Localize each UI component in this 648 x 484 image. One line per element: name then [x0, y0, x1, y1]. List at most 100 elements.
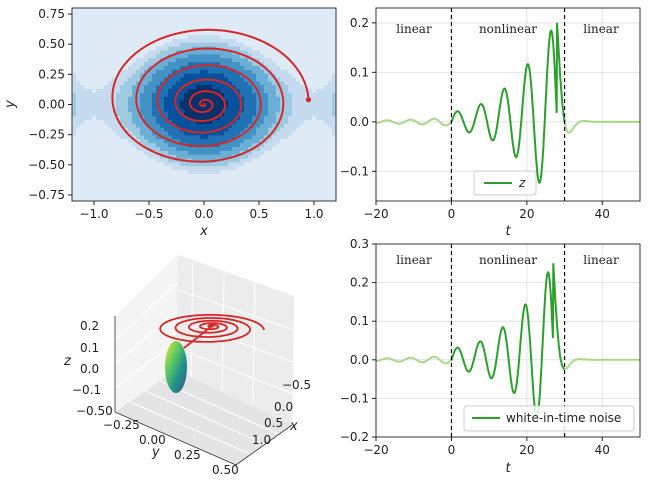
contour-cell	[316, 104, 321, 109]
contour-cell	[268, 92, 273, 98]
contour-cell	[176, 27, 181, 32]
contour-cell	[96, 104, 101, 109]
contour-cell	[176, 181, 181, 187]
contour-cell	[140, 73, 145, 79]
contour-cell	[100, 42, 105, 48]
contour-cell	[296, 8, 301, 13]
contour-cell	[92, 146, 97, 152]
contour-cell	[116, 35, 121, 40]
contour-cell	[212, 85, 217, 90]
contour-cell	[128, 166, 133, 171]
contour-cell	[112, 77, 117, 82]
contour-cell	[100, 23, 105, 28]
contour-cell	[188, 19, 193, 25]
contour-cell	[164, 81, 169, 86]
contour-cell	[220, 15, 225, 21]
contour-cell	[280, 197, 285, 201]
contour-cell	[248, 127, 253, 133]
contour-cell	[108, 189, 113, 194]
contour-cell	[104, 85, 109, 90]
contour-cell	[276, 85, 281, 90]
contour-cell	[240, 15, 245, 21]
contour-cell	[236, 65, 241, 71]
contour-cell	[224, 170, 229, 175]
contour-cell	[248, 92, 253, 98]
contour-cell	[88, 27, 93, 32]
contour-cell	[224, 69, 229, 75]
contour-cell	[144, 81, 149, 86]
contour-cell	[204, 85, 209, 90]
contour-cell	[92, 185, 97, 191]
contour-cell	[316, 116, 321, 121]
contour-cell	[296, 27, 301, 32]
contour-cell	[260, 170, 265, 175]
contour-cell	[144, 58, 149, 63]
contour-cell	[300, 154, 305, 160]
contour-cell	[212, 96, 217, 102]
contour-cell	[248, 116, 253, 121]
3d-ylabel: y	[151, 445, 160, 460]
contour-cell	[164, 131, 169, 136]
contour-cell	[192, 85, 197, 90]
contour-cell	[160, 139, 165, 144]
contour-cell	[76, 58, 81, 63]
contour-cell	[128, 15, 133, 21]
contour-cell	[240, 143, 245, 148]
contour-cell	[148, 96, 153, 102]
contour-cell	[104, 166, 109, 171]
contour-cell	[96, 189, 101, 194]
contour-cell	[144, 185, 149, 191]
contour-cell	[260, 197, 265, 201]
contour-cell	[312, 35, 317, 40]
contour-cell	[288, 92, 293, 98]
contour-cell	[200, 146, 205, 152]
contour-cell	[260, 35, 265, 40]
contour-cell	[116, 177, 121, 183]
contour-cell	[96, 19, 101, 25]
contour-cell	[112, 154, 117, 160]
contour-cell	[312, 8, 317, 13]
contour-cell	[216, 62, 221, 67]
contour-cell	[80, 54, 85, 59]
contour-cell	[116, 50, 121, 55]
contour-cell	[140, 8, 145, 13]
contour-cell	[272, 27, 277, 32]
contour-cell	[200, 112, 205, 117]
contour-cell	[124, 15, 129, 21]
contour-cell	[268, 146, 273, 152]
contour-cell	[252, 11, 257, 17]
contour-cell	[280, 42, 285, 48]
contour-cell	[268, 143, 273, 148]
contour-cell	[156, 19, 161, 25]
contour-cell	[268, 173, 273, 179]
contour-cell	[100, 127, 105, 133]
contour-cell	[120, 23, 125, 28]
contour-cell	[128, 150, 133, 156]
contour-cell	[324, 54, 329, 59]
contour-cell	[284, 77, 289, 82]
contour-cell	[228, 58, 233, 63]
contour-cell	[260, 135, 265, 140]
contour-cell	[204, 65, 209, 71]
contour-cell	[208, 154, 213, 160]
contour-cell	[168, 96, 173, 102]
contour-cell	[252, 62, 257, 67]
contour-cell	[312, 46, 317, 52]
contour-cell	[132, 96, 137, 102]
contour-cell	[84, 181, 89, 187]
contour-cell	[132, 181, 137, 187]
contour-cell	[208, 65, 213, 71]
contour-cell	[224, 73, 229, 79]
contour-cell	[96, 89, 101, 94]
contour-cell	[116, 104, 121, 109]
contour-cell	[308, 58, 313, 63]
contour-cell	[316, 189, 321, 194]
contour-cell	[184, 166, 189, 171]
3d-axes	[114, 316, 293, 466]
contour-cell	[136, 116, 141, 121]
contour-cell	[136, 177, 141, 183]
contour-cell	[84, 173, 89, 179]
contour-cell	[264, 154, 269, 160]
contour-cell	[148, 81, 153, 86]
contour-cell	[180, 73, 185, 79]
